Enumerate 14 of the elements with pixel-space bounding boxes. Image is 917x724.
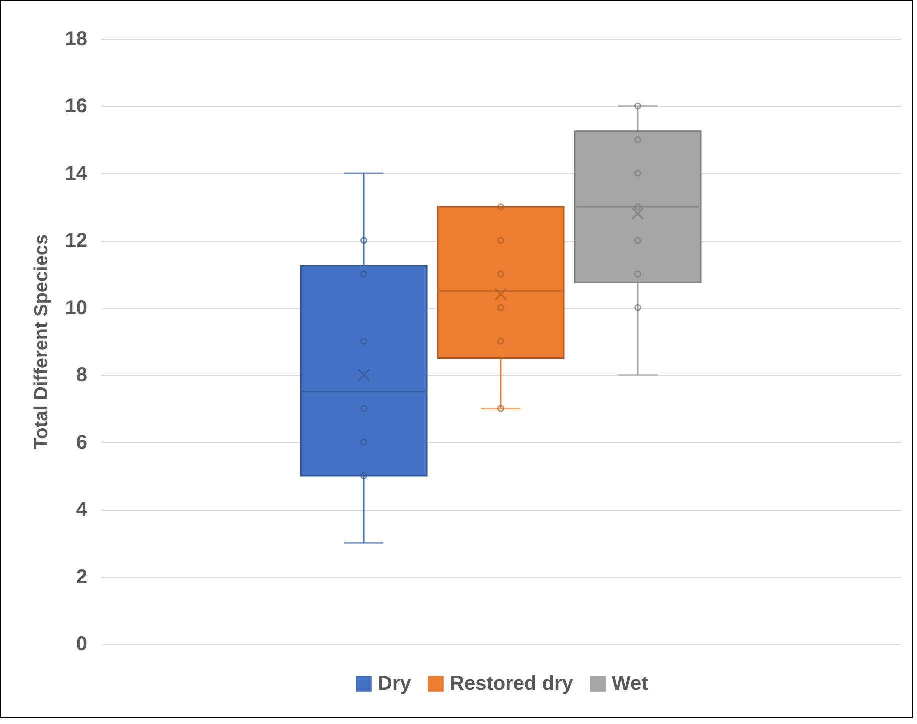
legend-label: Wet [612, 673, 649, 695]
y-tick-label: 6 [76, 432, 88, 454]
y-tick-label: 16 [65, 96, 88, 118]
legend-label: Restored dry [450, 673, 574, 695]
y-tick-label: 4 [76, 499, 88, 522]
y-tick-label: 8 [76, 364, 88, 387]
y-tick-label: 0 [76, 634, 88, 656]
y-axis-title: Total Different Speciecs [31, 234, 52, 450]
legend-label: Dry [378, 673, 412, 695]
y-tick-label: 12 [65, 230, 88, 252]
y-tick-label: 2 [76, 566, 88, 588]
y-tick-label: 18 [65, 28, 88, 50]
y-tick-label: 14 [65, 162, 88, 185]
y-tick-label: 10 [65, 297, 88, 320]
